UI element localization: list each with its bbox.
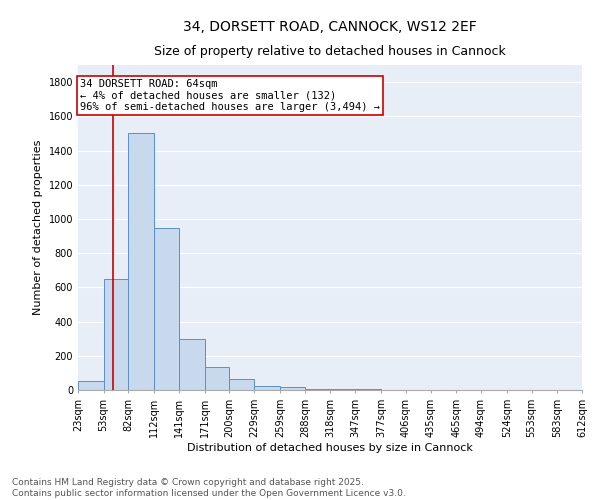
Bar (78, 382, 104, 390)
Bar (280, 388, 305, 390)
Y-axis label: Number of detached properties: Number of detached properties (33, 140, 43, 315)
Text: 34, DORSETT ROAD, CANNOCK, WS12 2EF: 34, DORSETT ROAD, CANNOCK, WS12 2EF (183, 20, 477, 34)
Bar (205, 367, 229, 390)
Bar (128, 134, 154, 390)
Bar (179, 338, 205, 390)
Bar (331, 389, 355, 390)
Text: 34 DORSETT ROAD: 64sqm
← 4% of detached houses are smaller (132)
96% of semi-det: 34 DORSETT ROAD: 64sqm ← 4% of detached … (80, 78, 380, 112)
Bar (254, 386, 280, 390)
Bar (154, 228, 179, 390)
Bar (104, 279, 128, 390)
Bar (229, 379, 254, 390)
Bar (305, 389, 331, 390)
Text: Size of property relative to detached houses in Cannock: Size of property relative to detached ho… (154, 45, 506, 58)
Bar (355, 389, 381, 390)
Text: Contains HM Land Registry data © Crown copyright and database right 2025.
Contai: Contains HM Land Registry data © Crown c… (12, 478, 406, 498)
X-axis label: Distribution of detached houses by size in Cannock: Distribution of detached houses by size … (187, 442, 473, 452)
